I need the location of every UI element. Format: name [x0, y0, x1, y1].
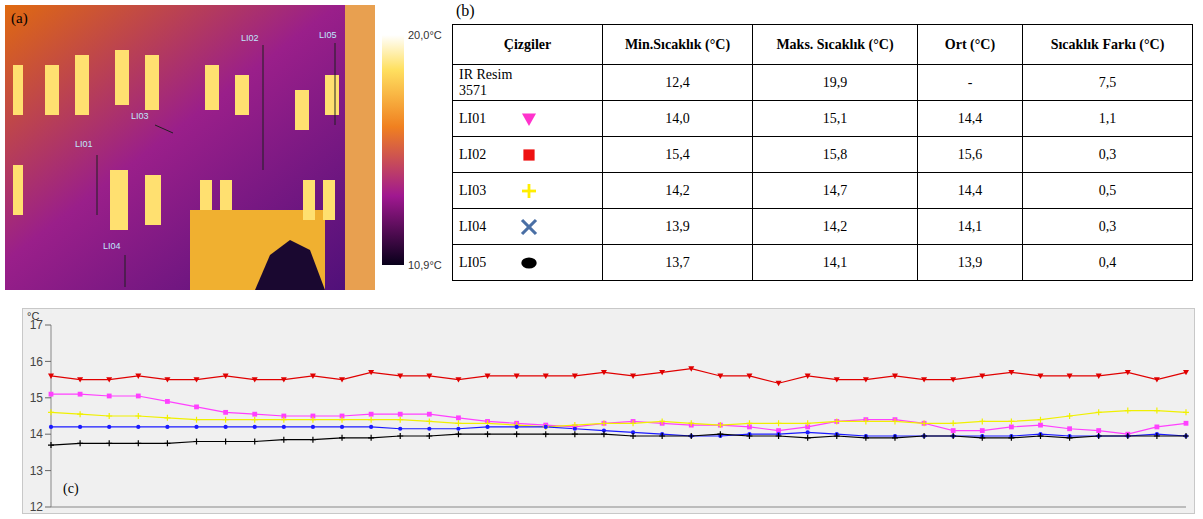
- html-text:13,7: 13,7: [665, 254, 690, 270]
- html-text:0,3: 0,3: [1098, 146, 1117, 162]
- svg-text:LI01: LI01: [75, 139, 93, 149]
- svg-text:13: 13: [30, 464, 44, 478]
- html-text:Min.Sıcaklık (°C): Min.Sıcaklık (°C): [624, 36, 731, 52]
- svg-text:LI02: LI02: [241, 33, 259, 43]
- html-text:14,1: 14,1: [822, 254, 848, 270]
- html-text:15,1: 15,1: [822, 110, 848, 126]
- svg-text:14: 14: [30, 427, 44, 441]
- html-text:0,3: 0,3: [1098, 218, 1117, 234]
- html-text:LI05: LI05: [459, 254, 487, 270]
- svg-text:LI05: LI05: [319, 30, 337, 40]
- html-text:15,4: 15,4: [665, 146, 690, 162]
- html-text:(c): (c): [63, 481, 79, 496]
- html-text:LI02: LI02: [459, 146, 487, 162]
- html-text:LI01: LI01: [459, 110, 487, 126]
- html-text:Maks. Sıcaklık (°C): Maks. Sıcaklık (°C): [776, 36, 894, 52]
- html-text:13,9: 13,9: [665, 218, 690, 234]
- html-text:19,9: 19,9: [822, 74, 848, 90]
- html-text:0,5: 0,5: [1098, 182, 1117, 198]
- html-text:Çizgiler: Çizgiler: [503, 36, 552, 52]
- svg-text:LI04: LI04: [103, 241, 121, 251]
- html-text:14,7: 14,7: [822, 182, 848, 198]
- html-text:14,4: 14,4: [957, 110, 983, 126]
- html-text:14,4: 14,4: [957, 182, 983, 198]
- html-text:13,9: 13,9: [957, 254, 983, 270]
- html-text:0,4: 0,4: [1098, 254, 1117, 270]
- svg-text:20,0°C: 20,0°C: [408, 29, 442, 41]
- html-text:7,5: 7,5: [1098, 74, 1117, 90]
- html-text:LI04: LI04: [459, 218, 487, 234]
- svg-text:LI03: LI03: [131, 111, 149, 121]
- svg-text:16: 16: [30, 355, 44, 369]
- svg-text:17: 17: [30, 318, 44, 332]
- html-text:14,1: 14,1: [957, 218, 983, 234]
- html-text:15,8: 15,8: [822, 146, 848, 162]
- html-text:(b): (b): [456, 2, 475, 19]
- svg-text:(a): (a): [11, 10, 28, 27]
- html-text:14,2: 14,2: [665, 182, 690, 198]
- html-text:12,4: 12,4: [665, 74, 690, 90]
- html-text:°C: °C: [27, 310, 40, 322]
- html-text:1,1: 1,1: [1098, 110, 1117, 126]
- svg-text:12: 12: [30, 500, 44, 513]
- html-text:14,2: 14,2: [822, 218, 848, 234]
- svg-text:10,9°C: 10,9°C: [408, 259, 442, 271]
- html-text:14,0: 14,0: [665, 110, 690, 126]
- html-text:Sıcaklık Farkı (°C): Sıcaklık Farkı (°C): [1050, 36, 1165, 52]
- html-text:IR Resim 3571: IR Resim 3571: [459, 66, 513, 98]
- html-text:LI03: LI03: [459, 182, 487, 198]
- html-text:Ort (°C): Ort (°C): [944, 36, 996, 52]
- html-text:15,6: 15,6: [957, 146, 983, 162]
- svg-text:15: 15: [30, 391, 44, 405]
